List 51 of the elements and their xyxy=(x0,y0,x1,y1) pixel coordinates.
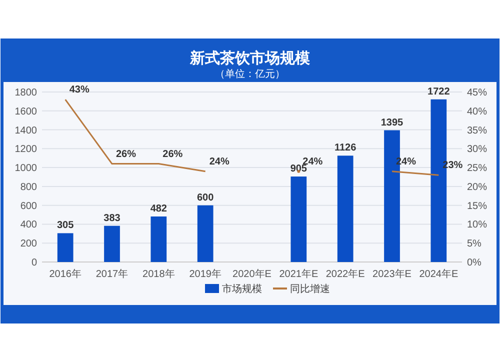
y2-tick-label: 25% xyxy=(467,163,488,174)
bar xyxy=(104,226,120,262)
bar xyxy=(337,156,354,262)
y2-tick-label: 45% xyxy=(467,88,488,98)
x-tick-label: 2017年 xyxy=(96,268,128,280)
y-tick-label: 1000 xyxy=(14,163,38,174)
data-label: 600 xyxy=(196,192,214,204)
x-tick-label: 2021年E xyxy=(279,268,318,280)
x-tick-label: 2019年 xyxy=(189,268,222,280)
y-tick-label: 0 xyxy=(31,258,38,268)
data-label: 305 xyxy=(56,220,74,232)
y2-tick-label: 5% xyxy=(467,238,482,250)
data-label: 1395 xyxy=(380,117,404,128)
x-tick-label: 2018年 xyxy=(142,268,175,280)
bar xyxy=(197,205,214,262)
bar xyxy=(290,176,307,262)
y-tick-label: 200 xyxy=(20,238,38,250)
data-label: 43% xyxy=(69,84,90,96)
y-tick-label: 400 xyxy=(20,220,38,231)
bar xyxy=(150,216,167,262)
legend-label: 市场规模 xyxy=(222,283,262,295)
y2-tick-label: 15% xyxy=(467,200,488,212)
data-label: 24% xyxy=(209,156,230,168)
x-tick-label: 2022年E xyxy=(326,268,366,280)
data-label: 383 xyxy=(104,212,121,224)
y2-tick-label: 40% xyxy=(467,106,488,118)
data-label: 26% xyxy=(116,148,136,160)
y2-tick-label: 35% xyxy=(467,125,488,136)
chart-title: 新式茶饮市场规模 xyxy=(189,49,311,67)
data-label: 1126 xyxy=(334,142,357,154)
y-tick-label: 1800 xyxy=(14,88,38,98)
y-tick-label: 1600 xyxy=(14,106,38,118)
y-tick-label: 600 xyxy=(20,200,38,212)
y2-tick-label: 10% xyxy=(467,220,488,231)
data-label: 26% xyxy=(162,148,183,160)
data-label: 905 xyxy=(290,164,308,175)
legend-label: 同比增速 xyxy=(290,283,330,295)
y2-tick-label: 30% xyxy=(467,144,488,156)
data-label: 1722 xyxy=(428,86,450,98)
x-tick-label: 2023年E xyxy=(372,268,412,280)
x-tick-label: 2024年E xyxy=(419,268,458,280)
y2-tick-label: 0% xyxy=(467,258,482,268)
chart-subtitle: （单位：亿元） xyxy=(215,68,285,80)
x-tick-label: 2020年E xyxy=(232,268,272,280)
y-tick-label: 1400 xyxy=(14,125,38,136)
y2-tick-label: 20% xyxy=(467,182,488,193)
x-tick-label: 2016年 xyxy=(49,268,82,280)
y-tick-label: 1200 xyxy=(14,144,38,156)
bar xyxy=(57,233,74,262)
y-tick-label: 800 xyxy=(20,182,38,193)
data-label: 482 xyxy=(150,203,168,214)
